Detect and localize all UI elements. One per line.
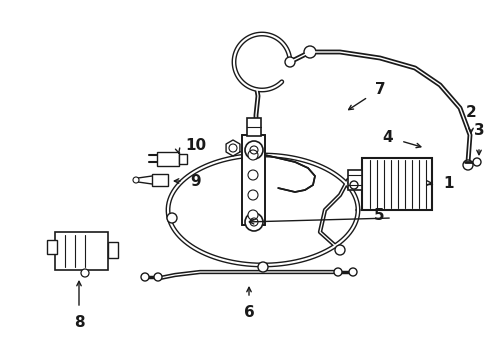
- Circle shape: [258, 262, 267, 272]
- Bar: [347, 170, 361, 190]
- Circle shape: [247, 170, 258, 180]
- Bar: [47, 240, 57, 254]
- Bar: [242, 135, 264, 225]
- Circle shape: [247, 210, 258, 220]
- Circle shape: [141, 273, 149, 281]
- Bar: [246, 118, 261, 136]
- Bar: [108, 242, 118, 258]
- Text: 9: 9: [190, 175, 200, 189]
- Circle shape: [472, 158, 480, 166]
- Circle shape: [304, 46, 315, 58]
- Text: 4: 4: [382, 130, 392, 144]
- Text: 5: 5: [373, 207, 383, 222]
- Circle shape: [462, 160, 472, 170]
- Circle shape: [247, 190, 258, 200]
- Circle shape: [244, 141, 263, 159]
- Circle shape: [348, 268, 356, 276]
- Circle shape: [349, 181, 357, 189]
- Bar: [55, 232, 108, 270]
- Circle shape: [285, 57, 294, 67]
- Text: 7: 7: [374, 82, 385, 98]
- Text: 8: 8: [74, 315, 84, 330]
- Circle shape: [334, 245, 345, 255]
- Bar: [179, 154, 186, 164]
- Circle shape: [228, 144, 237, 152]
- Circle shape: [133, 177, 139, 183]
- Text: 3: 3: [473, 123, 483, 138]
- Bar: [361, 158, 431, 210]
- Text: 1: 1: [442, 175, 452, 190]
- Circle shape: [244, 213, 263, 231]
- Circle shape: [167, 213, 177, 223]
- Circle shape: [247, 150, 258, 160]
- Bar: [152, 174, 168, 186]
- Circle shape: [333, 268, 341, 276]
- Circle shape: [81, 269, 89, 277]
- Bar: [157, 152, 179, 166]
- Circle shape: [154, 273, 162, 281]
- Text: 2: 2: [465, 105, 475, 120]
- Text: 6: 6: [243, 305, 254, 320]
- Text: 10: 10: [184, 138, 206, 153]
